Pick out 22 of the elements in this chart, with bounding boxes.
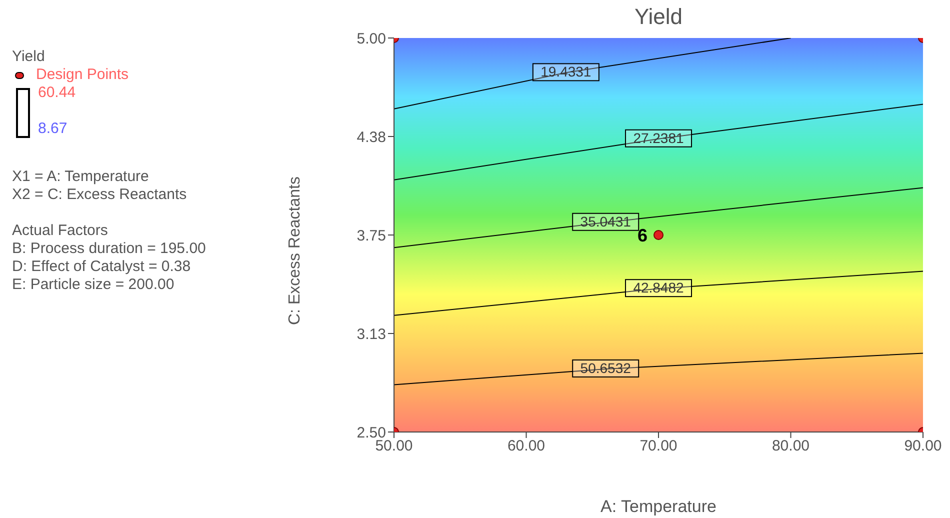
text: B: Process duration = 195.00	[12, 240, 206, 258]
y-axis-title: C: Excess Reactants	[286, 176, 304, 325]
y-tick-label: 3.75	[356, 227, 386, 244]
y-tick-label: 5.00	[356, 30, 386, 48]
x-axis-title: A: Temperature	[600, 497, 716, 516]
y-tick-label: 4.38	[356, 128, 386, 146]
text: D: Effect of Catalyst = 0.38	[12, 258, 192, 276]
chart-title: Yield	[633, 4, 684, 30]
y-tick-label: 3.13	[356, 326, 386, 343]
legend-title: Yield	[12, 48, 46, 66]
text: Actual Factors	[12, 222, 109, 240]
x-tick-label: 90.00	[904, 438, 942, 455]
text: E: Particle size = 200.00	[12, 276, 176, 294]
text: X2 = C: Excess Reactants	[12, 186, 188, 204]
x-tick-label: 60.00	[507, 438, 546, 455]
annotation: 6	[637, 225, 648, 246]
text: X1 = A: Temperature	[12, 168, 150, 186]
legend-label: Design Points	[35, 66, 130, 84]
text: 60.44	[38, 84, 76, 102]
x-tick-label: 80.00	[772, 438, 810, 455]
text: 8.67	[38, 120, 68, 138]
x-tick-label: 70.00	[640, 438, 678, 455]
